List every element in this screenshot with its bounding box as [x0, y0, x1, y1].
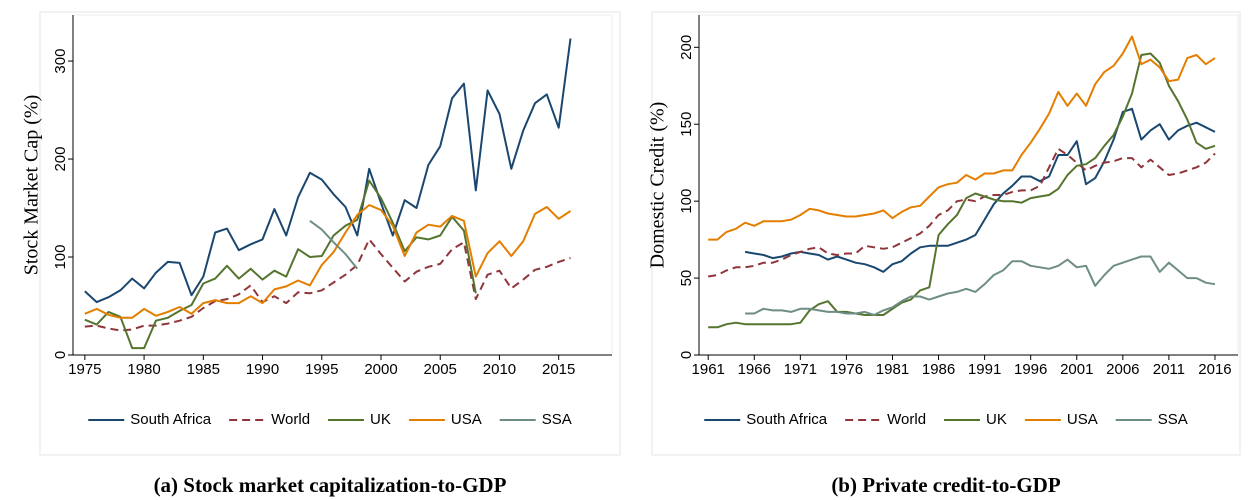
x-tick-label: 1980 [127, 361, 160, 378]
y-tick-label: 0 [52, 351, 69, 359]
series-line [84, 204, 572, 319]
series-line [708, 147, 1216, 278]
legend-label: World [271, 411, 310, 428]
y-tick-label: 200 [52, 147, 69, 172]
x-tick-label: 2000 [364, 361, 397, 378]
legend-label: UK [370, 411, 391, 428]
x-tick-label: 2010 [483, 361, 516, 378]
legend-label: UK [986, 411, 1007, 428]
x-tick-label: 1995 [305, 361, 338, 378]
x-tick-label: 2001 [1060, 361, 1093, 378]
plot-area [698, 14, 1239, 356]
x-tick-label: 1981 [876, 361, 909, 378]
y-tick-label: 50 [678, 270, 695, 287]
x-tick-label: 2005 [424, 361, 457, 378]
legend-label: SSA [542, 411, 572, 428]
legend-label: South Africa [746, 411, 828, 428]
x-tick-label: 1990 [246, 361, 279, 378]
legend: South Africa World UK USA SSA [88, 411, 572, 428]
x-tick-label: 1966 [738, 361, 771, 378]
y-tick-label: 100 [678, 189, 695, 214]
x-tick-label: 2006 [1106, 361, 1139, 378]
y-axis-title: Stock Market Cap (%) [21, 95, 43, 276]
legend-label: South Africa [130, 411, 212, 428]
y-tick-label: 0 [678, 351, 695, 359]
legend-label: World [887, 411, 926, 428]
series-line [708, 52, 1216, 329]
plot-area [72, 14, 613, 356]
legend: South Africa World UK USA SSA [704, 411, 1188, 428]
x-tick-label: 1996 [1014, 361, 1047, 378]
x-tick-label: 1986 [922, 361, 955, 378]
x-tick-label: 1975 [68, 361, 101, 378]
series-line [84, 38, 572, 304]
y-tick-label: 200 [678, 35, 695, 60]
y-tick-label: 100 [52, 245, 69, 270]
legend-label: USA [1067, 411, 1098, 428]
series-line [708, 35, 1216, 241]
y-tick-label: 300 [52, 49, 69, 74]
x-tick-label: 1961 [692, 361, 725, 378]
x-tick-label: 1971 [784, 361, 817, 378]
x-tick-label: 1976 [830, 361, 863, 378]
x-tick-label: 1991 [968, 361, 1001, 378]
caption: (b) Private credit-to-GDP [831, 473, 1061, 497]
legend-label: USA [451, 411, 482, 428]
caption: (a) Stock market capitalization-to-GDP [154, 473, 507, 497]
y-axis-title: Domestic Credit (%) [647, 102, 669, 269]
x-tick-label: 1985 [187, 361, 220, 378]
x-tick-label: 2015 [542, 361, 575, 378]
series-line [745, 255, 1216, 316]
legend-label: SSA [1158, 411, 1188, 428]
series-line [744, 107, 1216, 273]
x-tick-label: 2016 [1198, 361, 1231, 378]
x-tick-label: 2011 [1153, 361, 1185, 378]
y-tick-label: 150 [678, 112, 695, 137]
series-line [309, 219, 359, 270]
series-line [84, 238, 571, 332]
